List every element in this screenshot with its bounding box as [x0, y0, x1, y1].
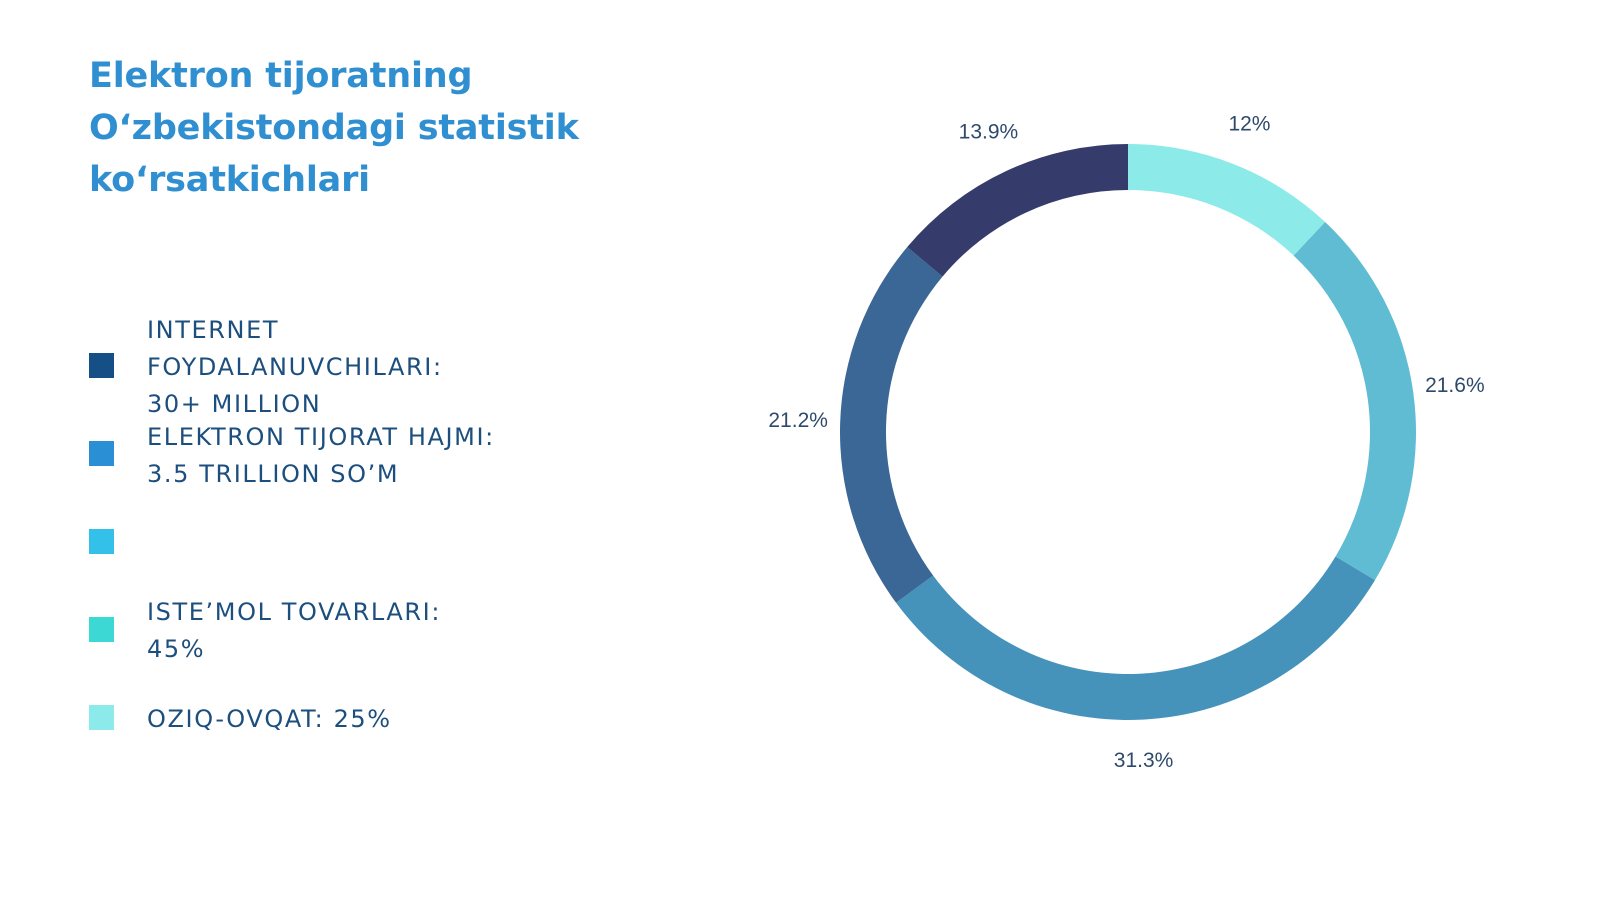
donut-slice-0	[1128, 144, 1326, 256]
legend-label-line: OZIQ-OVQAT: 25%	[147, 705, 392, 733]
slice-label-2: 31.3%	[1114, 749, 1174, 772]
legend-label-line: INTERNET	[147, 316, 280, 344]
legend-label-consumer-goods: ISTE’MOL TOVARLARI: 45%	[147, 594, 607, 668]
slice-label-3: 21.2%	[768, 409, 828, 432]
donut-slice-1	[1293, 222, 1416, 581]
legend-label-line: ELEKTRON TIJORAT HAJMI:	[147, 423, 495, 451]
legend-swatch-empty	[89, 529, 114, 554]
legend-label-ecommerce-volume: ELEKTRON TIJORAT HAJMI: 3.5 TRILLION SO’…	[147, 419, 607, 493]
donut-slice-2	[896, 556, 1375, 720]
chart-title-line-2: O‘zbekistondagi statistik	[89, 108, 579, 148]
legend: INTERNET FOYDALANUVCHILARI: 30+ MILLION …	[89, 0, 649, 900]
legend-label-line: 45%	[147, 635, 206, 663]
donut-chart: 12% 21.6% 31.3% 21.2% 13.9%	[700, 80, 1600, 800]
legend-swatch-ecommerce-volume	[89, 441, 114, 466]
legend-swatch-food	[89, 705, 114, 730]
legend-label-line: ISTE’MOL TOVARLARI:	[147, 598, 442, 626]
donut-slice-3	[840, 247, 943, 603]
legend-swatch-consumer-goods	[89, 617, 114, 642]
chart-title-line-1: Elektron tijoratning	[89, 56, 473, 96]
legend-label-internet-users: INTERNET FOYDALANUVCHILARI: 30+ MILLION	[147, 312, 607, 423]
legend-label-line: 30+ MILLION	[147, 390, 322, 418]
donut-slice-4	[907, 144, 1128, 277]
slice-label-4: 13.9%	[959, 121, 1019, 144]
legend-label-line: FOYDALANUVCHILARI:	[147, 353, 443, 381]
legend-label-food: OZIQ-OVQAT: 25%	[147, 701, 607, 738]
legend-label-line: 3.5 TRILLION SO’M	[147, 460, 400, 488]
chart-title: Elektron tijoratning O‘zbekistondagi sta…	[89, 50, 649, 206]
slice-label-0: 12%	[1228, 113, 1270, 136]
slice-label-1: 21.6%	[1425, 374, 1485, 397]
legend-swatch-internet-users	[89, 353, 114, 378]
donut-chart-svg: 12% 21.6% 31.3% 21.2% 13.9%	[768, 113, 1485, 772]
chart-title-line-3: ko‘rsatkichlari	[89, 160, 370, 200]
